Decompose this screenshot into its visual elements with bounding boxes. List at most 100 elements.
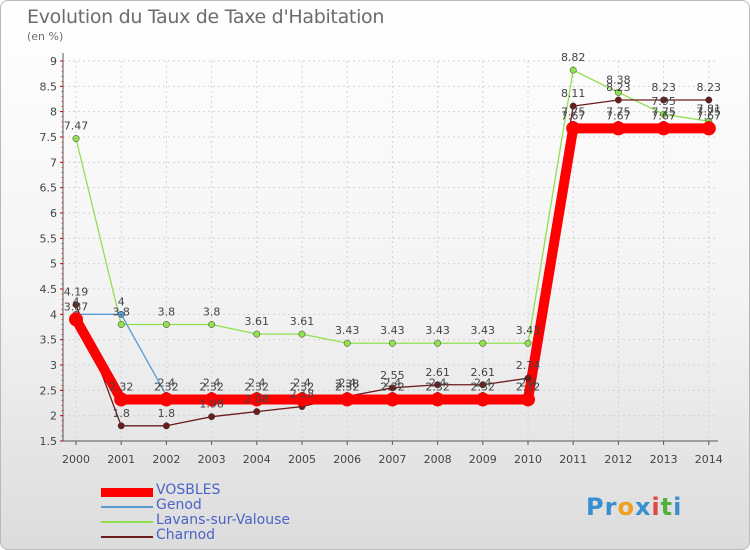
- data-point-0: [566, 121, 581, 136]
- legend: VOSBLES Genod Lavans-sur-Valouse Charnod: [101, 482, 361, 544]
- data-label-3: 2.55: [380, 369, 405, 382]
- y-tick-label: 2: [50, 410, 57, 423]
- proxiti-logo: Proxiti: [586, 493, 683, 521]
- legend-label-lavans: Lavans-sur-Valouse: [156, 512, 291, 528]
- data-label-1: 2.4: [158, 376, 176, 389]
- y-tick-label: 4: [50, 308, 57, 321]
- data-point-2: [614, 88, 622, 96]
- data-point-2: [479, 339, 487, 347]
- data-point-0: [69, 312, 83, 327]
- data-label-1: 4: [73, 295, 80, 308]
- data-point-0: [114, 392, 129, 407]
- data-label-2: 7.95: [651, 95, 676, 108]
- x-tick-label: 2003: [198, 453, 226, 466]
- y-tick-label: 6.5: [40, 182, 58, 195]
- x-tick-label: 2010: [514, 453, 542, 466]
- data-label-2: 3.43: [516, 324, 541, 337]
- data-label-1: 7.75: [561, 105, 586, 118]
- x-tick-label: 2009: [469, 453, 497, 466]
- data-point-2: [298, 330, 306, 338]
- data-label-2: 3.61: [290, 315, 315, 328]
- data-label-0: 2.32: [154, 380, 179, 393]
- data-label-0: 7.67: [651, 109, 676, 122]
- legend-swatch-genod: [101, 506, 153, 508]
- data-point-2: [208, 321, 216, 328]
- data-label-0: 2.32: [380, 380, 405, 393]
- y-tick-label: 1.5: [40, 435, 58, 448]
- data-label-3: 4.19: [64, 286, 89, 299]
- data-label-2: 3.43: [335, 324, 360, 337]
- data-label-3: 1.8: [158, 407, 176, 420]
- data-point-3: [162, 422, 170, 430]
- x-tick-label: 2004: [243, 453, 271, 466]
- data-label-2: 8.82: [561, 51, 586, 64]
- data-label-1: 7.75: [697, 105, 722, 118]
- x-tick-label: 2007: [378, 453, 406, 466]
- y-tick-label: 6: [50, 207, 57, 220]
- data-label-1: 7.75: [651, 105, 676, 118]
- data-label-3: 2.61: [471, 366, 496, 379]
- data-label-3: 2.18: [290, 388, 315, 401]
- chart-title: Evolution du Taux de Taxe d'Habitation: [27, 6, 385, 28]
- data-point-3: [253, 408, 261, 416]
- data-label-2: 3.61: [245, 315, 270, 328]
- y-tick-label: 7.5: [40, 131, 58, 144]
- data-point-0: [159, 392, 174, 407]
- data-point-3: [524, 374, 532, 382]
- data-point-3: [569, 102, 577, 110]
- data-label-3: 2.74: [516, 359, 541, 372]
- data-point-0: [475, 392, 490, 407]
- data-point-2: [117, 321, 125, 328]
- data-label-0: 2.32: [109, 380, 134, 393]
- x-tick-label: 2011: [559, 453, 587, 466]
- data-point-0: [204, 392, 219, 407]
- data-label-3: 8.23: [651, 81, 676, 94]
- data-label-1: 2.4: [474, 376, 492, 389]
- legend-label-vosbles: VOSBLES: [156, 482, 221, 498]
- data-point-0: [430, 392, 445, 407]
- data-point-0: [340, 392, 355, 407]
- data-point-3: [434, 381, 442, 389]
- data-point-0: [656, 121, 671, 136]
- data-label-0: 2.32: [425, 380, 450, 393]
- y-tick-label: 5.5: [40, 232, 58, 245]
- data-label-3: 8.23: [606, 81, 631, 94]
- legend-item-vosbles: VOSBLES: [101, 482, 361, 499]
- legend-item-lavans: Lavans-sur-Valouse: [101, 512, 361, 529]
- data-label-0: 2.32: [199, 380, 224, 393]
- data-point-2: [434, 339, 442, 347]
- y-tick-label: 8.5: [40, 80, 58, 93]
- data-label-2: 3.8: [112, 305, 130, 318]
- data-label-1: 2.4: [248, 376, 266, 389]
- data-point-3: [479, 381, 487, 389]
- data-label-2: 3.43: [471, 324, 496, 337]
- data-label-0: 2.32: [245, 380, 270, 393]
- data-point-2: [660, 110, 668, 118]
- data-label-1: 2.4: [203, 376, 221, 389]
- data-label-2: 3.43: [380, 324, 405, 337]
- data-label-2: 7.81: [697, 102, 722, 115]
- x-tick-label: 2006: [333, 453, 361, 466]
- legend-item-charnod: Charnod: [101, 527, 361, 544]
- data-label-1: 2.4: [338, 376, 356, 389]
- data-label-3: 2.61: [425, 366, 450, 379]
- data-label-3: 2.08: [245, 393, 270, 406]
- data-label-1: 2.4: [429, 376, 447, 389]
- y-tick-label: 7: [50, 156, 57, 169]
- data-label-0: 2.32: [516, 380, 541, 393]
- data-label-2: 8.38: [606, 73, 631, 86]
- data-point-0: [611, 121, 626, 136]
- data-label-0: 2.32: [335, 380, 360, 393]
- data-label-0: 3.87: [64, 300, 89, 313]
- data-point-3: [208, 413, 216, 421]
- data-point-3: [72, 301, 80, 309]
- legend-label-charnod: Charnod: [156, 527, 216, 543]
- data-label-2: 7.47: [64, 120, 89, 133]
- data-label-2: 3.43: [425, 324, 450, 337]
- data-point-0: [385, 392, 400, 407]
- y-tick-label: 2.5: [40, 384, 58, 397]
- data-point-3: [614, 96, 622, 104]
- x-tick-label: 2001: [107, 453, 135, 466]
